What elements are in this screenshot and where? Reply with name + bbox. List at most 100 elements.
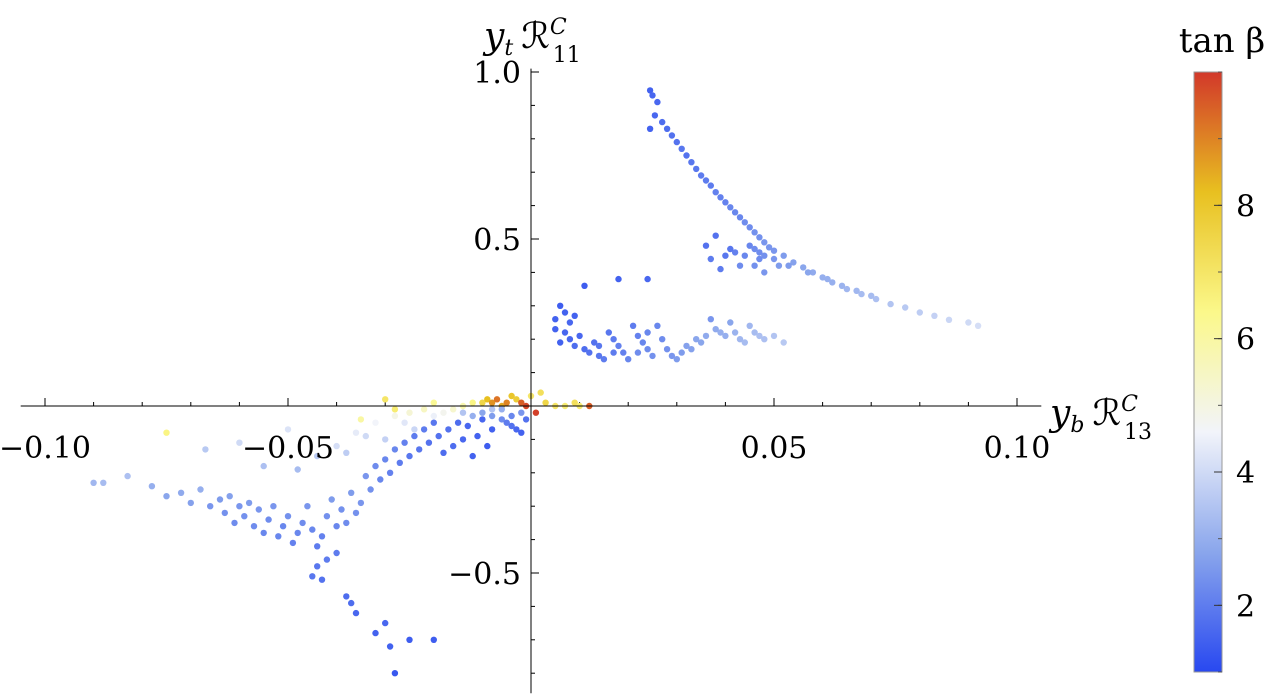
scatter-point xyxy=(646,87,654,94)
scatter-point xyxy=(916,309,923,316)
scatter-point xyxy=(586,349,593,356)
scatter-point xyxy=(727,204,734,211)
scatter-point xyxy=(542,399,549,406)
scatter-point xyxy=(323,513,331,520)
colorbar-tick-label: 8 xyxy=(1236,189,1255,224)
scatter-point xyxy=(746,242,753,249)
scatter-point xyxy=(673,356,680,363)
scatter-point xyxy=(372,462,379,470)
scatter-point xyxy=(659,118,666,126)
scatter-point xyxy=(649,352,656,360)
scatter-point xyxy=(697,172,705,179)
scatter-point xyxy=(741,339,748,346)
x-axis-label-script: ℛ xyxy=(1092,393,1121,434)
scatter-point xyxy=(318,576,326,583)
scatter-point xyxy=(289,539,297,547)
scatter-point xyxy=(843,285,851,293)
scatter-point xyxy=(800,264,807,271)
scatter-point xyxy=(260,462,267,470)
scatter-point xyxy=(406,452,413,460)
scatter-point xyxy=(503,399,510,406)
scatter-point xyxy=(314,563,321,570)
scatter-point xyxy=(474,432,481,440)
scatter-point xyxy=(761,336,768,343)
scatter-point xyxy=(707,182,714,189)
y-tick-label: 0.5 xyxy=(473,223,521,258)
scatter-point xyxy=(902,304,909,311)
scatter-point xyxy=(488,406,496,413)
scatter-point xyxy=(430,419,437,426)
scatter-point xyxy=(712,326,719,333)
scatter-point xyxy=(644,275,651,283)
y-axis-label-script: ℛ xyxy=(521,16,550,57)
y-axis-label: yt ℛC 11 xyxy=(482,15,581,68)
scatter-point xyxy=(736,262,744,269)
scatter-point xyxy=(576,332,583,340)
scatter-point xyxy=(702,177,710,184)
x-tick-label: −0.05 xyxy=(242,431,334,466)
scatter-point xyxy=(770,247,778,254)
scatter-point xyxy=(406,409,413,416)
x-tick-label: −0.10 xyxy=(0,431,91,466)
scatter-point xyxy=(498,406,505,413)
scatter-point xyxy=(450,406,457,413)
scatter-point xyxy=(673,138,680,146)
scatter-point xyxy=(731,329,739,336)
scatter-point xyxy=(756,255,763,263)
x-axis-label: yb ℛC 13 xyxy=(1048,392,1152,445)
scatter-point xyxy=(571,399,578,406)
scatter-point xyxy=(829,279,836,286)
scatter-point xyxy=(775,262,783,269)
scatter-point xyxy=(469,452,476,460)
scatter-point xyxy=(352,429,360,436)
scatter-point xyxy=(610,336,617,343)
scatter-point xyxy=(761,269,768,276)
scatter-point xyxy=(965,319,972,326)
scatter-point xyxy=(518,409,525,416)
scatter-point xyxy=(785,262,792,269)
scatter-point xyxy=(216,496,224,503)
scatter-point xyxy=(440,449,447,456)
scatter-point xyxy=(202,446,209,453)
scatter-point xyxy=(770,332,778,340)
scatter-point xyxy=(659,336,666,343)
scatter-point xyxy=(493,396,501,403)
y-axis-label-sub: 11 xyxy=(553,43,581,68)
y-axis-label-sup: C xyxy=(550,15,567,40)
scatter-point xyxy=(484,396,491,403)
scatter-point xyxy=(702,332,710,340)
scatter-point xyxy=(974,322,982,329)
scatter-point xyxy=(644,346,651,353)
scatter-point xyxy=(646,125,654,132)
scatter-point xyxy=(697,339,705,346)
scatter-point xyxy=(435,432,442,440)
scatter-point xyxy=(488,426,496,433)
scatter-point xyxy=(736,336,744,343)
scatter-point xyxy=(678,349,685,356)
scatter-point xyxy=(488,412,496,420)
scatter-point xyxy=(731,249,739,256)
scatter-point xyxy=(629,322,637,329)
scatter-point xyxy=(668,352,676,360)
scatter-point xyxy=(561,329,569,336)
y-tick-label: −0.5 xyxy=(448,557,521,592)
scatter-point xyxy=(382,619,389,627)
scatter-point xyxy=(386,469,394,476)
x-axis-label-base-sub: b xyxy=(1070,413,1084,438)
scatter-point xyxy=(245,499,253,507)
scatter-point xyxy=(221,509,228,517)
scatter-point xyxy=(255,506,262,513)
scatter-point xyxy=(488,399,496,406)
scatter-point xyxy=(683,342,690,350)
scatter-point xyxy=(328,496,335,503)
scatter-point xyxy=(416,446,423,453)
scatter-point xyxy=(459,409,467,416)
scatter-point xyxy=(484,442,491,450)
scatter-point xyxy=(163,429,170,436)
scatter-point xyxy=(751,262,758,269)
scatter-point xyxy=(634,349,642,356)
scatter-point xyxy=(751,329,758,336)
scatter-point xyxy=(260,529,267,537)
scatter-point xyxy=(731,209,739,216)
